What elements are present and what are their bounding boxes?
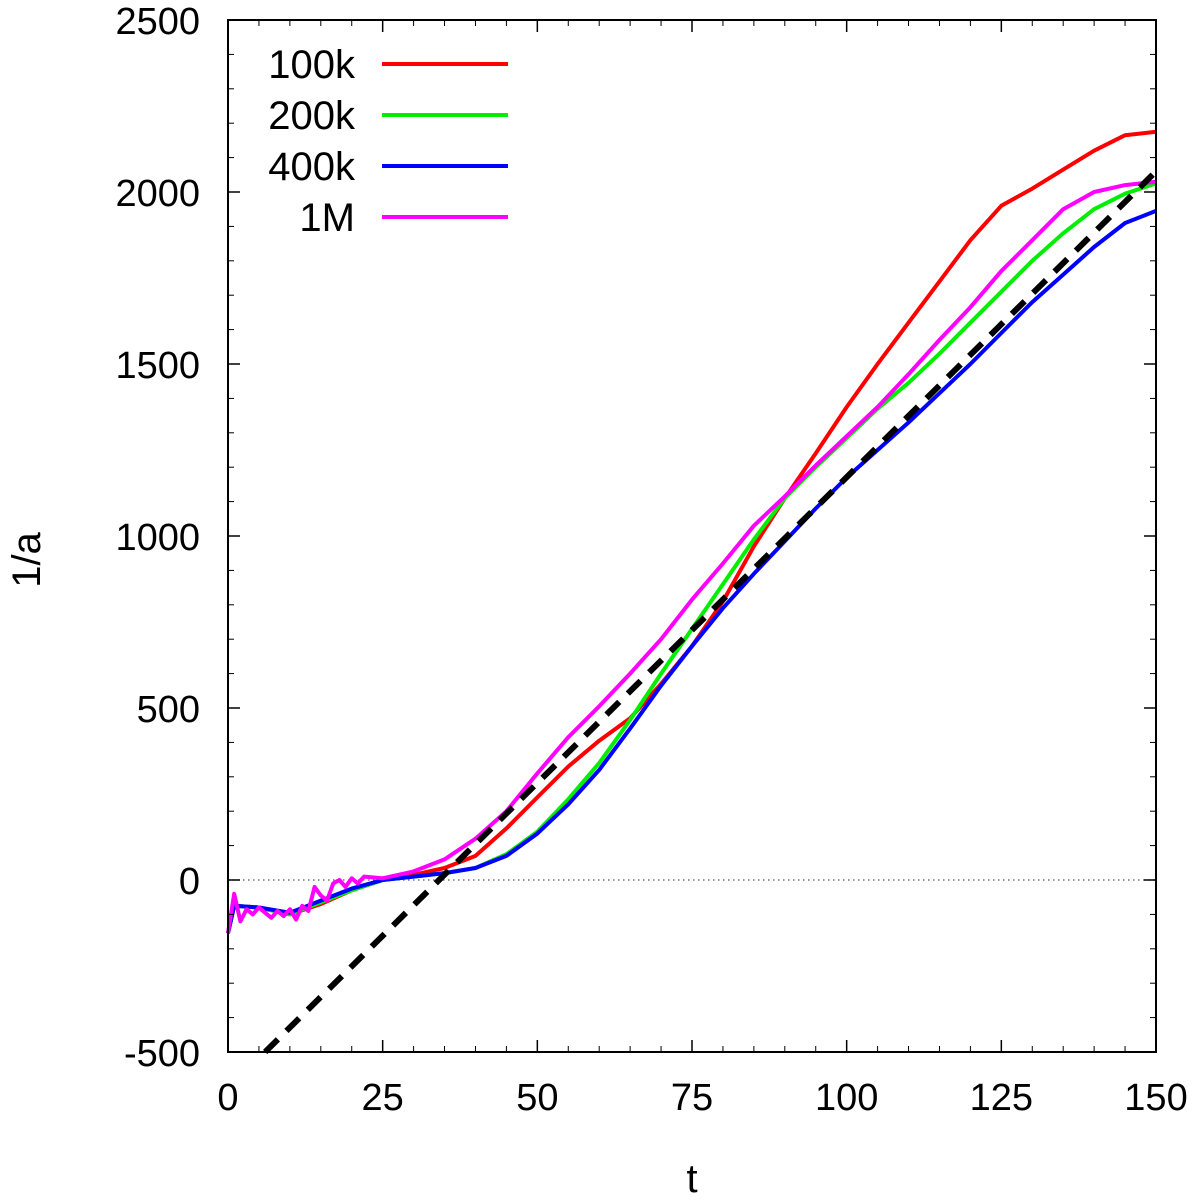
dashed-fit-line: [262, 169, 1159, 1055]
legend-label: 1M: [299, 196, 355, 240]
y-axis-label: 1/a: [5, 531, 49, 587]
tick-marks-group: [227, 19, 1157, 1053]
legend: 100k 200k 400k 1M: [268, 43, 508, 240]
legend-item: 200k: [268, 94, 508, 138]
legend-item: 100k: [268, 43, 508, 87]
legend-label: 400k: [268, 145, 356, 189]
y-tick-label: -500: [124, 1033, 200, 1075]
series-line-200k: [226, 181, 1157, 934]
y-tick-label: 2000: [115, 173, 200, 215]
x-tick-labels: 0 25 50 75 100 125 150: [217, 1077, 1187, 1119]
legend-item: 1M: [299, 196, 508, 240]
x-tick-label: 150: [1124, 1077, 1187, 1119]
x-axis-label: t: [686, 1157, 697, 1201]
y-tick-label: 0: [179, 861, 200, 903]
x-tick-label: 125: [970, 1077, 1033, 1119]
legend-label: 200k: [268, 94, 356, 138]
x-tick-label: 25: [362, 1077, 404, 1119]
series-line-100k: [226, 129, 1157, 934]
series-lines-group: [226, 129, 1159, 1055]
y-tick-label: 1000: [115, 517, 200, 559]
x-tick-label: 0: [217, 1077, 238, 1119]
y-tick-label: 1500: [115, 345, 200, 387]
y-tick-labels: -500 0 500 1000 1500 2000 2500: [115, 1, 200, 1075]
x-tick-label: 75: [671, 1077, 713, 1119]
plot-frame: [227, 19, 1157, 1053]
legend-item: 400k: [268, 145, 508, 189]
series-line-1m: [226, 179, 1157, 934]
legend-label: 100k: [268, 43, 356, 87]
y-tick-label: 2500: [115, 1, 200, 43]
x-tick-label: 100: [815, 1077, 878, 1119]
series-line-400k: [226, 209, 1157, 934]
y-tick-label: 500: [137, 689, 200, 731]
x-tick-label: 50: [516, 1077, 558, 1119]
